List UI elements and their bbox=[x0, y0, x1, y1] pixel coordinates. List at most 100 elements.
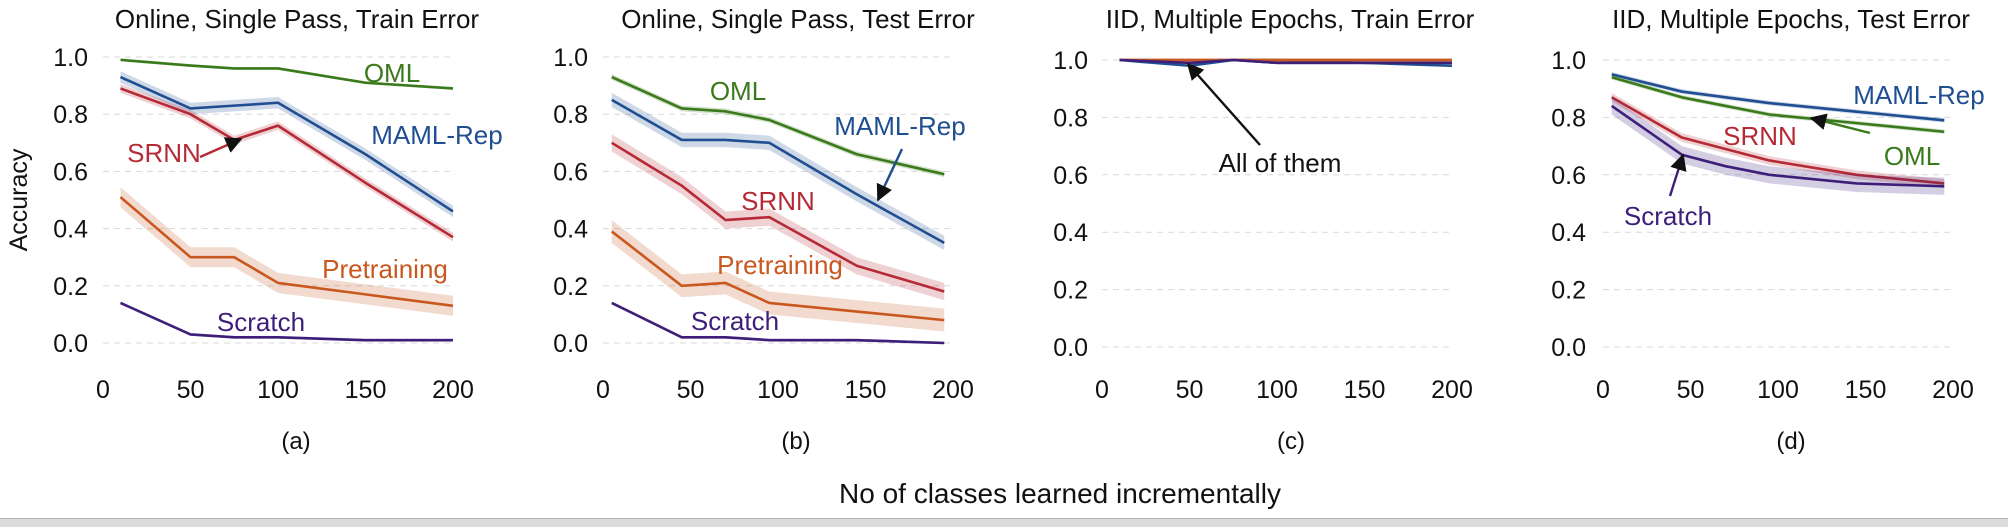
annotation-srnn: SRNN bbox=[127, 138, 201, 168]
y-tick-label: 0.8 bbox=[1053, 104, 1088, 132]
x-tick-label: 150 bbox=[1344, 376, 1386, 404]
y-tick-label: 0.8 bbox=[53, 101, 88, 129]
y-tick-label: 1.0 bbox=[1053, 47, 1088, 75]
annotation-scratch: Scratch bbox=[217, 307, 305, 337]
annotation-maml-rep: MAML-Rep bbox=[371, 120, 502, 150]
annotation-scratch: Scratch bbox=[1624, 201, 1712, 231]
y-tick-label: 0.4 bbox=[1551, 219, 1586, 247]
line-scratch bbox=[1611, 104, 1945, 188]
y-tick-label: 1.0 bbox=[553, 44, 588, 72]
band-srnn bbox=[611, 134, 945, 301]
y-tick-label: 0.4 bbox=[53, 216, 88, 244]
line-scratch bbox=[119, 301, 453, 342]
annotation-pretraining: Pretraining bbox=[717, 250, 843, 280]
annotation-oml: OML bbox=[1884, 141, 1940, 171]
y-tick-label: 0.6 bbox=[1551, 162, 1586, 190]
annotation-scratch: Scratch bbox=[691, 306, 779, 336]
x-tick-label: 0 bbox=[1095, 376, 1109, 404]
y-tick-label: 1.0 bbox=[1551, 47, 1586, 75]
panel-title: Online, Single Pass, Test Error bbox=[621, 4, 975, 34]
x-tick-label: 50 bbox=[177, 376, 205, 404]
line-srnn bbox=[611, 141, 945, 293]
annotation-arrow bbox=[199, 137, 243, 159]
x-tick-label: 50 bbox=[1677, 376, 1705, 404]
line-scratch bbox=[1119, 58, 1452, 65]
x-tick-label: 200 bbox=[1932, 376, 1974, 404]
band-pretraining bbox=[611, 220, 945, 332]
x-tick-label: 100 bbox=[1757, 376, 1799, 404]
panel-label: (a) bbox=[281, 428, 310, 455]
x-tick-label: 150 bbox=[845, 376, 887, 404]
line-oml bbox=[120, 58, 454, 90]
band-srnn bbox=[120, 84, 453, 242]
x-tick-label: 50 bbox=[677, 376, 705, 404]
annotation-oml: OML bbox=[710, 76, 766, 106]
panel-4: IID, Multiple Epochs, Test Error 0.0 0.2 0.… bbox=[1551, 4, 1985, 455]
x-tick-label: 0 bbox=[1596, 376, 1610, 404]
panel-label: (c) bbox=[1277, 428, 1305, 455]
annotation-srnn: SRNN bbox=[1723, 121, 1797, 151]
window-bottom-bar bbox=[0, 518, 2008, 527]
y-tick-label: 0.6 bbox=[1053, 162, 1088, 190]
y-axis-label: Accuracy bbox=[5, 148, 33, 251]
annotation-pretraining: Pretraining bbox=[322, 254, 448, 284]
annotation-arrow bbox=[876, 148, 904, 202]
line-pretraining bbox=[610, 230, 945, 322]
y-tick-label: 1.0 bbox=[53, 44, 88, 72]
y-tick-label: 0.6 bbox=[53, 158, 88, 186]
y-tick-label: 0.2 bbox=[1053, 277, 1088, 305]
annotation-oml: OML bbox=[364, 58, 420, 88]
line-oml bbox=[1611, 75, 1945, 134]
band-oml bbox=[611, 74, 945, 178]
y-tick-label: 0.2 bbox=[553, 273, 588, 301]
x-tick-label: 200 bbox=[432, 376, 474, 404]
y-tick-label: 0.8 bbox=[1551, 104, 1586, 132]
band-pretraining bbox=[120, 187, 453, 316]
x-tick-label: 100 bbox=[757, 376, 799, 404]
panel-1: Online, Single Pass, Train Error Accuracy… bbox=[5, 4, 503, 455]
line-maml-rep bbox=[611, 98, 945, 245]
panel-title: IID, Multiple Epochs, Test Error bbox=[1612, 4, 1970, 34]
y-tick-label: 0.0 bbox=[1551, 334, 1586, 362]
y-tick-label: 0.8 bbox=[553, 101, 588, 129]
x-tick-label: 150 bbox=[345, 376, 387, 404]
y-tick-label: 0.0 bbox=[553, 330, 588, 358]
x-tick-label: 100 bbox=[1256, 376, 1298, 404]
annotation-srnn: SRNN bbox=[741, 186, 815, 216]
annotation-maml-rep: MAML-Rep bbox=[834, 111, 965, 141]
y-tick-label: 0.4 bbox=[553, 216, 588, 244]
panel-title: IID, Multiple Epochs, Train Error bbox=[1106, 4, 1475, 34]
x-tick-label: 100 bbox=[257, 376, 299, 404]
x-tick-label: 200 bbox=[932, 376, 974, 404]
x-tick-label: 200 bbox=[1431, 376, 1473, 404]
panel-label: (b) bbox=[781, 428, 810, 455]
line-maml-rep bbox=[119, 75, 454, 213]
y-tick-label: 0.6 bbox=[553, 158, 588, 186]
panel-label: (d) bbox=[1776, 428, 1805, 455]
line-srnn bbox=[1611, 96, 1945, 185]
y-tick-label: 0.0 bbox=[1053, 334, 1088, 362]
line-scratch bbox=[611, 301, 945, 345]
panel-3: IID, Multiple Epochs, Train Error 0.0 0.2 0… bbox=[1053, 4, 1474, 455]
y-tick-label: 0.2 bbox=[1551, 277, 1586, 305]
y-tick-label: 0.4 bbox=[1053, 219, 1088, 247]
x-tick-label: 150 bbox=[1845, 376, 1887, 404]
x-tick-label: 0 bbox=[96, 376, 110, 404]
annotation-maml-rep: MAML-Rep bbox=[1853, 80, 1984, 110]
annotation-arrow bbox=[1809, 113, 1871, 135]
x-tick-label: 50 bbox=[1176, 376, 1204, 404]
line-oml bbox=[611, 75, 945, 176]
band-srnn bbox=[1611, 93, 1945, 188]
line-srnn bbox=[120, 87, 454, 239]
y-tick-label: 0.0 bbox=[53, 330, 88, 358]
panel-2: Online, Single Pass, Test Error 0.0 0.2 0.4… bbox=[553, 4, 975, 455]
band-maml-rep bbox=[1611, 72, 1945, 123]
x-tick-label: 0 bbox=[596, 376, 610, 404]
annotation-arrow bbox=[1668, 153, 1687, 197]
line-pretraining bbox=[119, 196, 454, 308]
x-axis-label: No of classes learned incrementally bbox=[839, 478, 1281, 509]
panel-title: Online, Single Pass, Train Error bbox=[115, 4, 479, 34]
annotation-arrow bbox=[1186, 62, 1261, 146]
annotation-all: All of them bbox=[1219, 148, 1342, 178]
